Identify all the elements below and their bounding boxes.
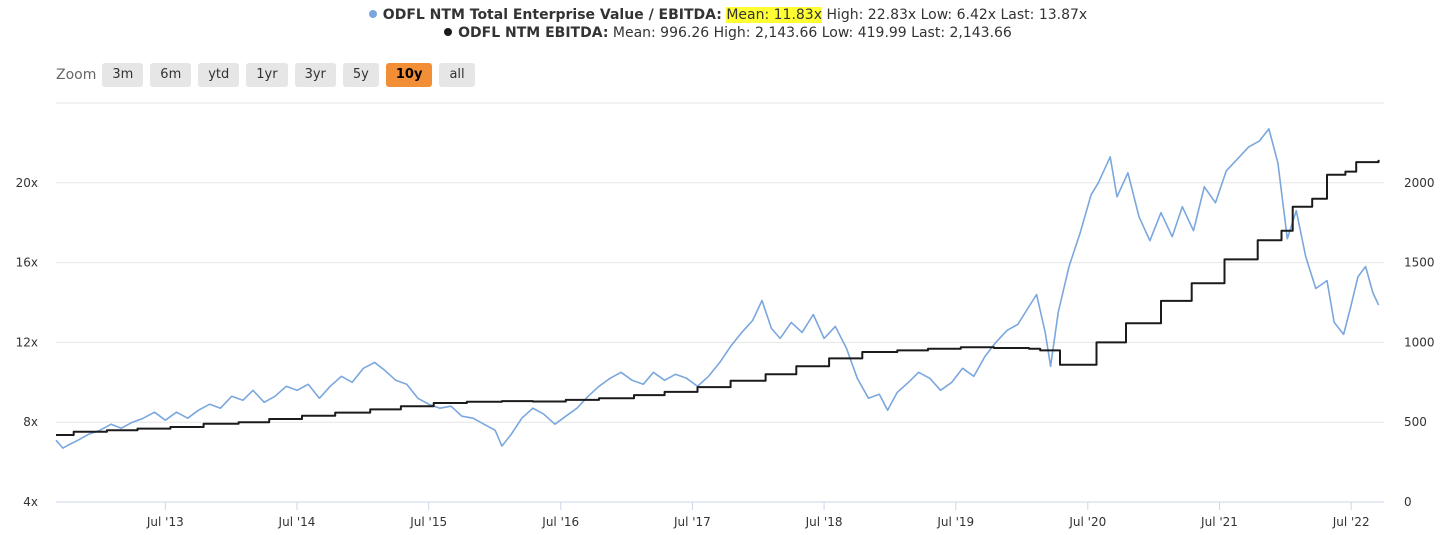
legend-series-2[interactable]: ODFL NTM EBITDA: Mean: 996.26 High: 2,14… (0, 24, 1456, 42)
zoom-5y-button[interactable]: 5y (342, 63, 379, 87)
x-tick-label: Jul '22 (1332, 515, 1370, 529)
ebitda-line (56, 159, 1380, 436)
x-tick-label: Jul '13 (146, 515, 184, 529)
ev-ebitda-line (55, 128, 1380, 449)
y-left-tick-label: 8x (23, 415, 38, 429)
zoom-toolbar: Zoom 3m 6m ytd 1yr 3yr 5y 10y all (56, 62, 482, 88)
series-2-marker-icon (444, 28, 453, 36)
y-left-tick-label: 12x (16, 335, 38, 349)
x-tick-label: Jul '20 (1068, 515, 1106, 529)
y-left-tick-label: 16x (16, 256, 38, 270)
x-tick-label: Jul '18 (805, 515, 843, 529)
x-tick-label: Jul '16 (541, 515, 579, 529)
zoom-1yr-button[interactable]: 1yr (246, 63, 288, 87)
series-1-marker-icon (368, 10, 377, 18)
series-1-name: ODFL NTM Total Enterprise Value / EBITDA… (382, 7, 722, 23)
series-1-stats: High: 22.83x Low: 6.42x Last: 13.87x (822, 7, 1088, 23)
legend-series-1[interactable]: ODFL NTM Total Enterprise Value / EBITDA… (0, 6, 1456, 24)
zoom-all-button[interactable]: all (439, 63, 475, 87)
y-left-tick-label: 4x (23, 495, 38, 509)
y-right-tick-label: 1000 (1404, 335, 1435, 349)
y-right-tick-label: 500 (1404, 415, 1427, 429)
x-tick-label: Jul '19 (936, 515, 974, 529)
zoom-ytd-button[interactable]: ytd (198, 63, 240, 87)
zoom-3m-button[interactable]: 3m (102, 63, 144, 87)
zoom-3yr-button[interactable]: 3yr (294, 63, 336, 87)
series-1-mean: Mean: 11.83x (726, 7, 823, 23)
y-right-tick-label: 0 (1404, 495, 1412, 509)
zoom-6m-button[interactable]: 6m (150, 63, 192, 87)
y-right-tick-label: 1500 (1404, 256, 1435, 270)
y-axis-left: 4x 8x 12x 16x 20x (16, 176, 38, 509)
gridlines (56, 102, 1384, 503)
series-2-name: ODFL NTM EBITDA: (458, 25, 609, 41)
x-tick-label: Jul '15 (409, 515, 447, 529)
x-axis: Jul '13 Jul '14 Jul '15 Jul '16 Jul '17 Jul '… (146, 502, 1370, 529)
y-axis-right: 0 500 1000 1500 2000 (1404, 176, 1435, 509)
zoom-10y-button[interactable]: 10y (385, 63, 433, 87)
zoom-label: Zoom (56, 67, 97, 83)
y-left-tick-label: 20x (16, 176, 38, 190)
x-tick-label: Jul '14 (278, 515, 316, 529)
series-2-stats: Mean: 996.26 High: 2,143.66 Low: 419.99 … (608, 25, 1012, 41)
x-tick-label: Jul '21 (1200, 515, 1238, 529)
y-right-tick-label: 2000 (1404, 176, 1435, 190)
plot-lines (55, 128, 1380, 449)
x-tick-label: Jul '17 (673, 515, 711, 529)
